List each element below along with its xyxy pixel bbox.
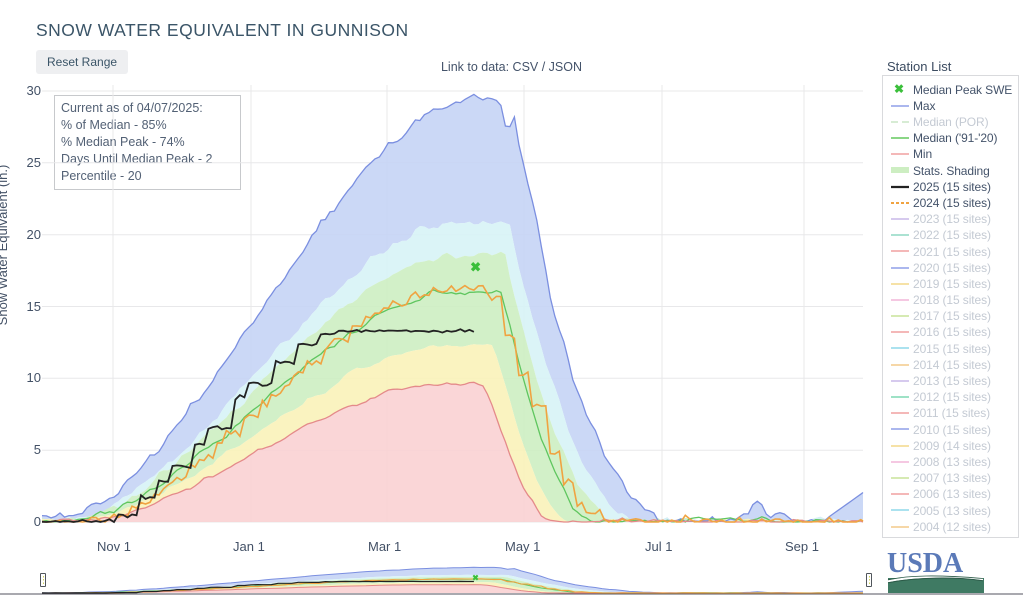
svg-text:✖: ✖ [470,259,481,274]
svg-text:✖: ✖ [472,574,479,583]
